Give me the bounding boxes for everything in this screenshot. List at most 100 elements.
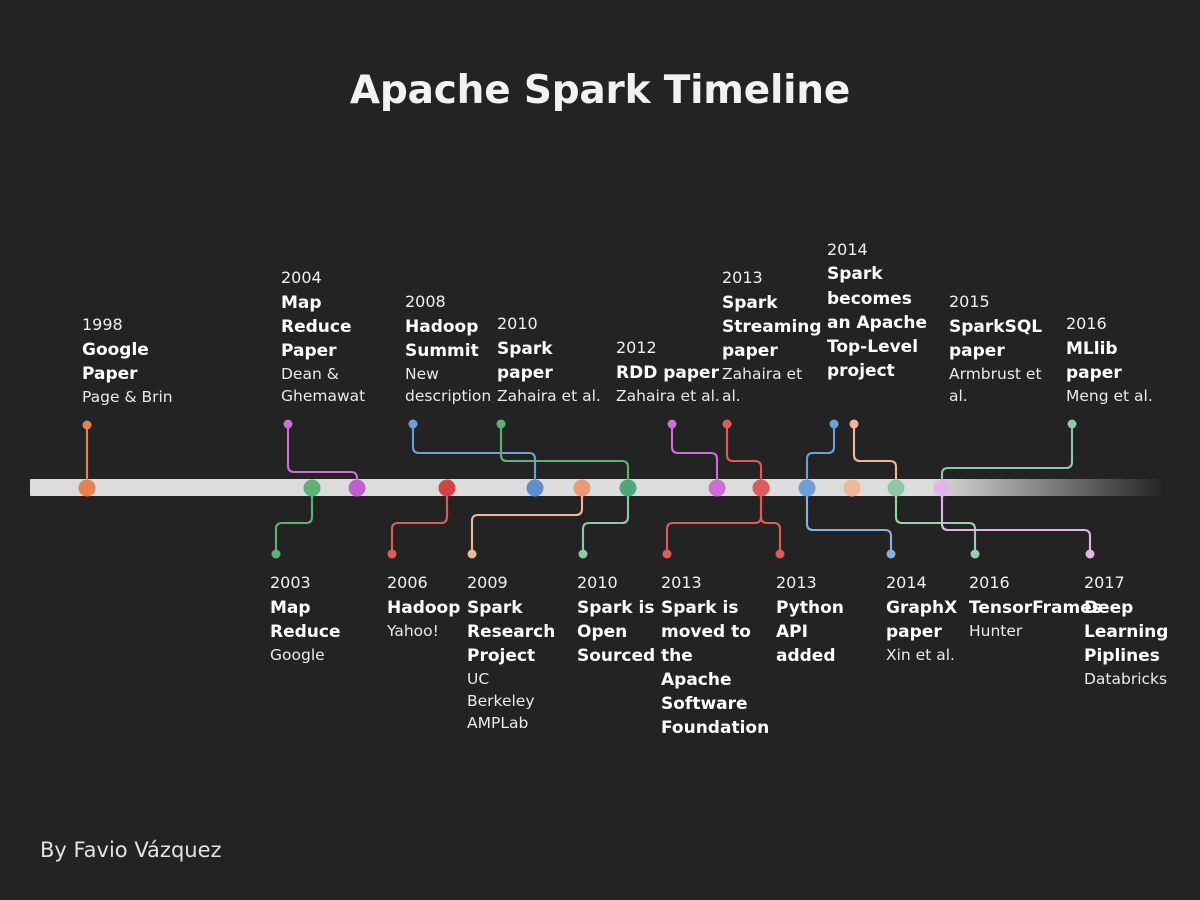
timeline-marker[interactable] bbox=[348, 479, 366, 496]
event-above: 1998 Google Paper Page & Brin bbox=[82, 314, 202, 408]
connector-line bbox=[499, 422, 630, 489]
event-title: Hadoop bbox=[387, 597, 461, 618]
event-below: 2010 Spark is Open Sourced bbox=[577, 572, 663, 668]
event-year: 2014 bbox=[827, 239, 868, 259]
connector-end-dot bbox=[775, 549, 785, 559]
event-year: 2004 bbox=[281, 267, 322, 287]
event-title: Spark is Open Sourced bbox=[577, 597, 656, 666]
event-title: MLlib paper bbox=[1066, 338, 1122, 383]
connector-line bbox=[581, 486, 630, 556]
event-year: 2013 bbox=[722, 267, 763, 287]
event-subtitle: Dean & Ghemawat bbox=[281, 365, 366, 405]
timeline-marker[interactable] bbox=[843, 479, 861, 496]
timeline-marker[interactable] bbox=[303, 479, 321, 496]
timeline-marker[interactable] bbox=[438, 479, 456, 496]
timeline-marker[interactable] bbox=[526, 479, 544, 496]
timeline-bar bbox=[30, 479, 1170, 496]
event-subtitle: UC Berkeley AMPLab bbox=[467, 670, 535, 733]
event-subtitle: Zahaira et al. bbox=[616, 387, 720, 405]
event-above: 2013 Spark Streaming paper Zahaira et al. bbox=[722, 267, 822, 407]
event-below: 2014 GraphX paper Xin et al. bbox=[886, 572, 966, 666]
event-subtitle: Meng et al. bbox=[1066, 387, 1153, 405]
event-title: Spark is moved to the Apache Software Fo… bbox=[661, 597, 770, 739]
connector-line bbox=[940, 422, 1074, 489]
event-year: 2010 bbox=[497, 314, 538, 334]
timeline-marker[interactable] bbox=[887, 479, 905, 496]
timeline-marker[interactable] bbox=[752, 479, 770, 496]
event-subtitle: Zahaira et al. bbox=[722, 365, 803, 405]
connector-line bbox=[665, 486, 763, 556]
event-title: Google Paper bbox=[82, 339, 149, 384]
connector-line bbox=[894, 486, 977, 556]
event-title: Spark Streaming paper bbox=[722, 292, 822, 361]
event-year: 2014 bbox=[886, 573, 927, 592]
connector-end-dot bbox=[1067, 419, 1077, 429]
event-year: 2010 bbox=[577, 573, 618, 592]
event-title: Python API added bbox=[776, 597, 844, 666]
event-year: 2013 bbox=[661, 573, 702, 592]
timeline-marker[interactable] bbox=[798, 479, 816, 496]
connector-line bbox=[852, 422, 898, 489]
connector-line bbox=[805, 486, 893, 556]
event-title: Map Reduce bbox=[270, 597, 341, 642]
timeline-marker[interactable] bbox=[619, 479, 637, 496]
event-subtitle: Yahoo! bbox=[387, 621, 439, 640]
timeline-marker[interactable] bbox=[708, 479, 726, 496]
event-year: 2009 bbox=[467, 573, 508, 592]
connector-line bbox=[759, 486, 782, 556]
connector-line bbox=[411, 422, 537, 489]
connector-line bbox=[940, 486, 1092, 556]
timeline-marker[interactable] bbox=[78, 479, 96, 496]
timeline-marker[interactable] bbox=[573, 479, 591, 496]
connector-end-dot bbox=[886, 549, 896, 559]
connector-line bbox=[725, 422, 763, 489]
connector-end-dot bbox=[496, 419, 506, 429]
event-subtitle: Google bbox=[270, 645, 325, 664]
event-below: 2016 TensorFrames Hunter bbox=[969, 572, 1102, 642]
connector-end-dot bbox=[662, 549, 672, 559]
connector-end-dot bbox=[829, 419, 839, 429]
event-above: 2008 Hadoop Summit New description bbox=[405, 291, 493, 407]
connector-line bbox=[805, 422, 836, 489]
event-year: 1998 bbox=[82, 315, 123, 335]
event-above: 2012 RDD paper Zahaira et al. bbox=[616, 337, 720, 407]
event-year: 2017 bbox=[1084, 573, 1125, 592]
connector-end-dot bbox=[467, 549, 477, 559]
event-above: 2015 SparkSQL paper Armbrust et al. bbox=[949, 291, 1061, 407]
event-year: 2013 bbox=[776, 573, 817, 592]
connector-line bbox=[286, 422, 359, 489]
event-subtitle: Hunter bbox=[969, 621, 1023, 640]
event-above: 2004 Map Reduce Paper Dean & Ghemawat bbox=[281, 267, 393, 407]
event-title: Spark becomes an Apache Top-Level projec… bbox=[827, 264, 927, 381]
event-above: 2010 Spark paper Zahaira et al. bbox=[497, 313, 603, 407]
event-below: 2013 Spark is moved to the Apache Softwar… bbox=[661, 572, 770, 740]
event-year: 2012 bbox=[616, 338, 657, 358]
event-title: RDD paper bbox=[616, 362, 719, 383]
event-year: 2016 bbox=[969, 573, 1010, 592]
event-year: 2008 bbox=[405, 292, 446, 312]
event-year: 2003 bbox=[270, 573, 311, 592]
connector-end-dot bbox=[667, 419, 677, 429]
event-title: Deep Learning Piplines bbox=[1084, 597, 1169, 666]
event-below: 2006 Hadoop Yahoo! bbox=[387, 572, 471, 642]
byline: By Favio Vázquez bbox=[40, 838, 222, 862]
event-subtitle: Databricks bbox=[1084, 670, 1168, 689]
event-year: 2006 bbox=[387, 573, 428, 592]
page-title: Apache Spark Timeline bbox=[349, 68, 851, 113]
event-subtitle: Armbrust et al. bbox=[949, 365, 1042, 405]
event-title: Hadoop Summit bbox=[405, 316, 479, 361]
connector-end-dot bbox=[271, 549, 281, 559]
connector-line bbox=[390, 486, 449, 556]
connector-end-dot bbox=[408, 419, 418, 429]
connector-end-dot bbox=[722, 419, 732, 429]
event-below: 2013 Python API added bbox=[776, 572, 872, 668]
event-title: TensorFrames bbox=[969, 597, 1102, 618]
connector-end-dot bbox=[283, 419, 293, 429]
connector-end-dot bbox=[387, 549, 397, 559]
event-subtitle: Page & Brin bbox=[82, 388, 173, 406]
timeline-marker[interactable] bbox=[933, 479, 951, 496]
connector-end-dot bbox=[82, 420, 92, 430]
event-title: SparkSQL paper bbox=[949, 316, 1043, 361]
